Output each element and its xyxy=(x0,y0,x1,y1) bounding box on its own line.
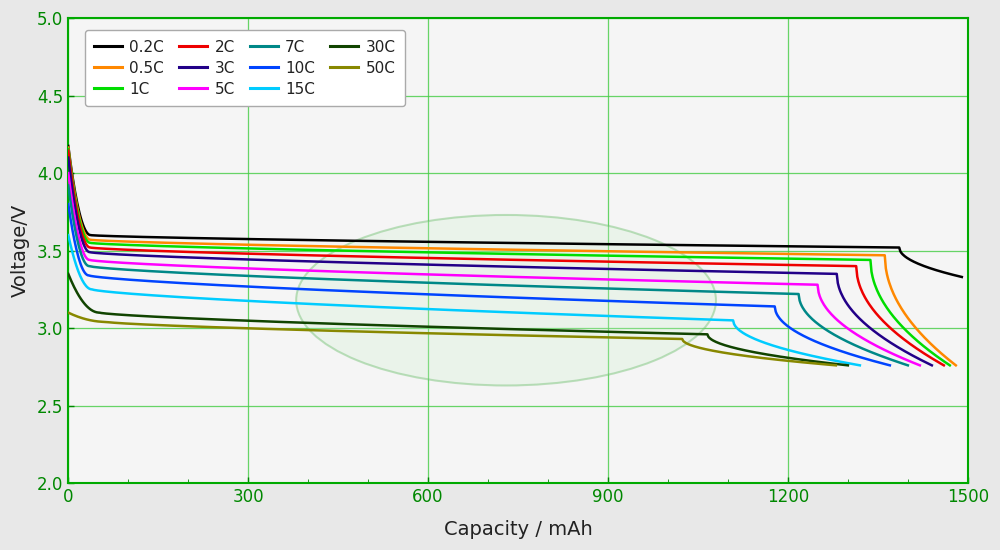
Y-axis label: Voltage/V: Voltage/V xyxy=(11,204,30,297)
X-axis label: Capacity / mAh: Capacity / mAh xyxy=(444,520,592,539)
Legend: 0.2C, 0.5C, 1C, 2C, 3C, 5C, 7C, 10C, 15C, 30C, 50C: 0.2C, 0.5C, 1C, 2C, 3C, 5C, 7C, 10C, 15C… xyxy=(85,30,405,106)
Ellipse shape xyxy=(296,215,716,386)
